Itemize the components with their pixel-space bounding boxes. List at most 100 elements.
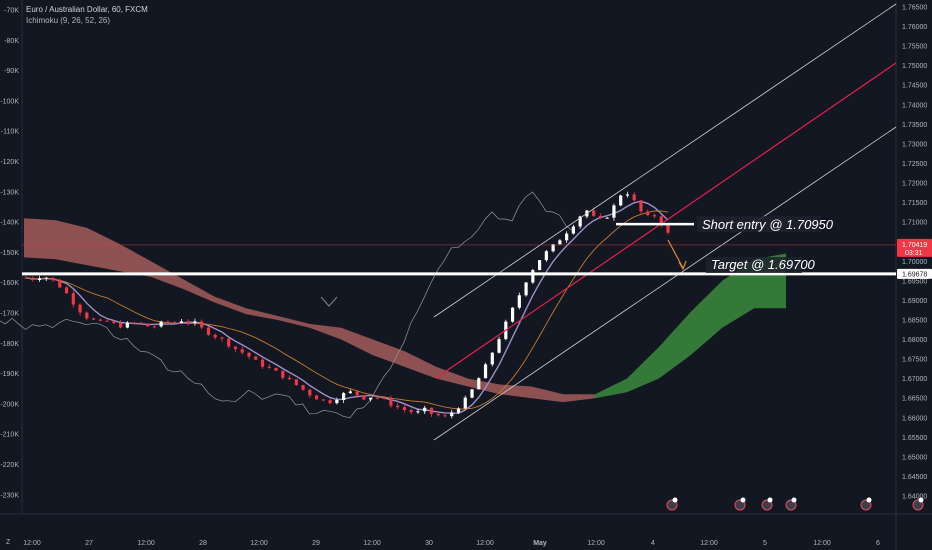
candle-body <box>531 270 535 283</box>
time-tick-label: May <box>533 540 547 547</box>
ichimoku-lines <box>0 191 669 419</box>
candle-body <box>220 337 224 339</box>
candle-body <box>98 319 102 321</box>
candle-body <box>24 277 28 279</box>
time-tick-label: 27 <box>85 540 93 547</box>
price-tick-label: 1.72000 <box>902 181 927 188</box>
indicator-title[interactable]: Ichimoku (9, 26, 52, 26) <box>26 16 111 25</box>
event-count-icon <box>918 497 924 503</box>
candle-body <box>105 320 109 322</box>
time-tick-label: 29 <box>312 540 320 547</box>
event-count-icon <box>740 497 746 503</box>
bearish-cloud <box>24 218 595 403</box>
candle-body <box>605 217 609 219</box>
candle-body <box>179 321 184 323</box>
candle-body <box>659 216 663 225</box>
symbol-title[interactable]: Euro / Australian Dollar, 60, FXCM <box>26 5 148 14</box>
candle-body <box>571 226 575 234</box>
candle-body <box>483 364 488 379</box>
price-tick-label: 1.73500 <box>902 122 927 129</box>
candle-body <box>314 395 319 400</box>
candle-body <box>470 389 474 398</box>
right-price-scale[interactable]: 1.76500 1.76000 1.75500 1.75000 1.74500 1.740… <box>897 5 932 501</box>
channel-upper-line <box>433 3 897 318</box>
time-tick-label: 30 <box>425 540 433 547</box>
target-label-bg <box>706 257 802 273</box>
price-tick-label: 1.74500 <box>902 83 927 90</box>
candle-body <box>625 194 630 196</box>
candle-body <box>119 323 123 328</box>
tenkan-sen-line <box>25 200 669 415</box>
candle-body <box>132 322 136 324</box>
last-price-tag <box>897 238 932 257</box>
candle-body <box>436 413 440 416</box>
price-tick-label: 1.64500 <box>902 474 927 481</box>
event-marker-icon <box>860 499 872 511</box>
chart-legend: Euro / Australian Dollar, 60, FXCM Ichim… <box>26 4 148 26</box>
time-tick-label: 4 <box>651 540 655 547</box>
candle-body <box>213 334 217 338</box>
left-tick-label: -200K <box>0 401 19 408</box>
left-tick-label: -120K <box>0 159 19 166</box>
left-tick-label: -110K <box>1 129 19 136</box>
price-tick-label: 1.67500 <box>902 357 927 364</box>
candle-body <box>152 326 156 328</box>
candle-body <box>301 385 305 390</box>
time-tick-label: 12:00 <box>476 540 494 547</box>
last-price-value: 1.70419 <box>902 242 927 249</box>
kijun-sen-line <box>25 210 669 410</box>
candle-body <box>146 323 150 327</box>
candle-body <box>382 397 386 399</box>
candle-body <box>362 395 366 400</box>
candle-body <box>666 224 670 233</box>
left-price-scale[interactable]: -70K -80K -90K -100K -110K -120K -130K -140K -15… <box>0 8 19 500</box>
chikou-span-line <box>0 191 574 419</box>
candle-body <box>78 304 82 313</box>
candle-body <box>565 233 569 241</box>
candle-body <box>112 321 116 324</box>
price-tick-label: 1.65000 <box>902 454 927 461</box>
event-marker-icon <box>734 499 746 511</box>
price-tick-label: 1.76500 <box>902 5 927 12</box>
candle-body <box>497 339 501 353</box>
countdown-value: 03:31 <box>905 250 923 257</box>
candle-body <box>639 200 643 212</box>
bullish-cloud <box>595 253 786 399</box>
drawing-tools[interactable]: Short entry @ 1.70950 Target @ 1.69700 <box>22 3 897 441</box>
price-tick-label: 1.75500 <box>902 44 927 51</box>
event-count-icon <box>791 497 797 503</box>
candle-body <box>254 356 258 360</box>
candle-body <box>632 194 636 201</box>
candle-body <box>44 277 48 279</box>
candle-body <box>287 377 292 380</box>
event-markers[interactable] <box>666 497 924 511</box>
price-tick-label: 1.71500 <box>902 200 927 207</box>
chevron-down-icon <box>320 296 338 307</box>
candle-body <box>260 359 265 367</box>
candle-body <box>598 215 603 218</box>
candle-body <box>274 367 278 371</box>
candle-body <box>592 210 596 216</box>
candle-body <box>558 240 562 245</box>
event-count-icon <box>866 497 872 503</box>
time-tick-label: 12:00 <box>23 540 41 547</box>
candle-body <box>206 327 211 335</box>
target-price-tag <box>897 268 932 279</box>
candle-body <box>31 277 35 280</box>
time-tick-label: 12:00 <box>137 540 155 547</box>
candle-body <box>200 321 204 328</box>
time-tick-label: 12:00 <box>813 540 831 547</box>
candle-body <box>227 338 231 347</box>
candle-body <box>294 379 298 386</box>
time-scale[interactable]: 12:00 27 12:00 28 12:00 29 12:00 30 12:00 May 12:0… <box>6 539 880 547</box>
left-tick-label: -150K <box>0 250 19 257</box>
left-tick-label: -90K <box>4 68 19 75</box>
price-tick-label: 1.71000 <box>902 220 927 227</box>
candle-body <box>166 321 170 323</box>
candle-body <box>37 278 42 280</box>
candle-body <box>321 399 325 401</box>
price-tick-label: 1.65500 <box>902 435 927 442</box>
candle-body <box>193 321 197 323</box>
